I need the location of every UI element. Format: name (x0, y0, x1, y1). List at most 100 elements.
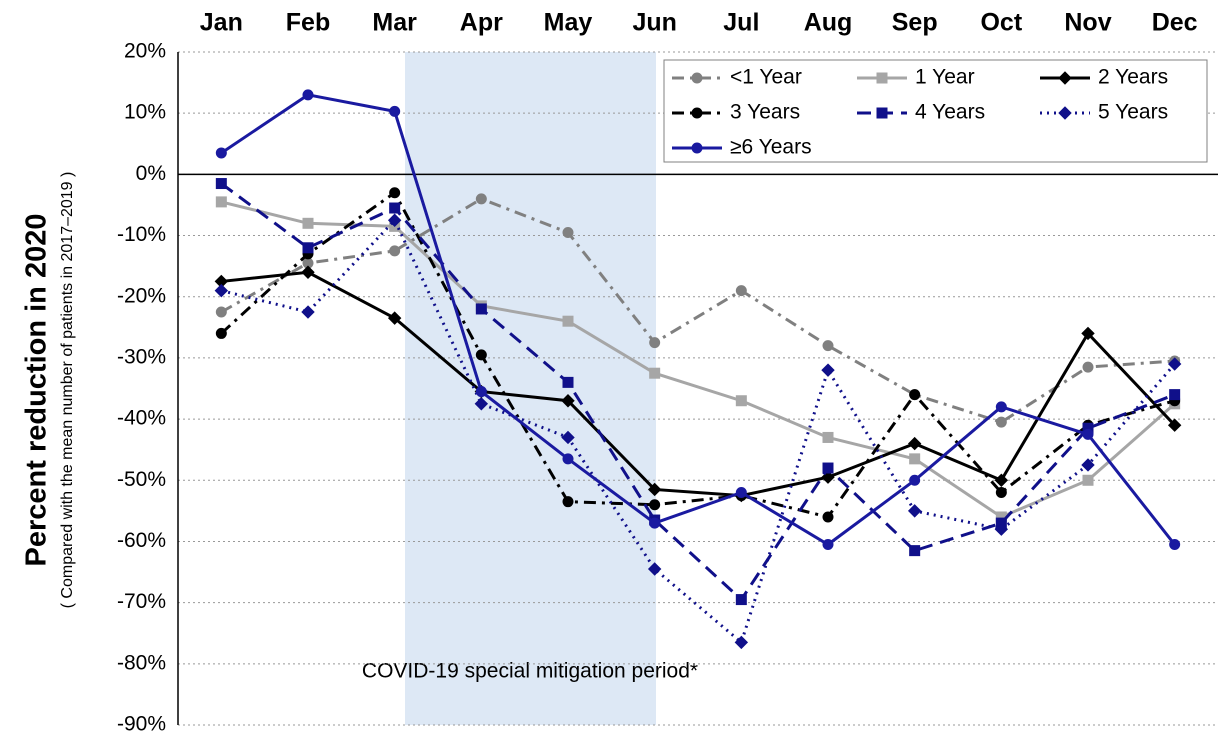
point (302, 89, 314, 101)
point (389, 105, 401, 117)
point (474, 397, 489, 411)
point (475, 193, 487, 205)
legend-marker (876, 72, 888, 84)
y-tick-label: -70% (117, 590, 166, 613)
y-tick-label: 10% (124, 101, 166, 124)
y-tick-label: -50% (117, 468, 166, 491)
y-axis-sublabel: ( Compared with the mean number of patie… (59, 172, 76, 609)
point (562, 226, 574, 238)
point (561, 430, 575, 445)
mitigation-shade (405, 52, 656, 725)
point (822, 511, 834, 523)
point (389, 202, 401, 214)
legend-marker (691, 107, 703, 119)
point (1167, 357, 1182, 371)
y-tick-label: 0% (136, 162, 166, 185)
point (562, 376, 574, 388)
point (907, 504, 922, 518)
legend-marker (1058, 106, 1072, 120)
x-tick-label: Sep (892, 9, 938, 37)
legend-box (663, 59, 1208, 163)
y-tick-label: -30% (117, 345, 166, 368)
point (215, 327, 227, 339)
point (1081, 326, 1095, 341)
point (995, 416, 1007, 428)
legend-marker (691, 142, 703, 154)
point (735, 395, 747, 407)
x-tick-label: Apr (460, 9, 503, 37)
point (562, 315, 574, 327)
point (909, 453, 921, 465)
x-tick-label: Mar (372, 9, 417, 37)
point (215, 147, 227, 159)
point (301, 265, 315, 279)
point (735, 594, 747, 606)
point (907, 436, 922, 451)
point (647, 562, 662, 576)
x-tick-label: Oct (980, 9, 1022, 37)
point (562, 496, 574, 508)
y-tick-label: -90% (117, 713, 166, 736)
annotation: COVID-19 special mitigation period* (362, 660, 698, 683)
legend-label: 5 Years (1098, 101, 1168, 124)
point (387, 311, 402, 325)
point (822, 539, 834, 551)
legend-label: 1 Year (915, 66, 975, 89)
y-tick-label: -80% (117, 651, 166, 674)
point (215, 196, 227, 208)
point (734, 635, 749, 650)
legend-marker (876, 107, 888, 119)
point (647, 482, 662, 497)
point (1082, 361, 1094, 373)
legend-label: <1 Year (730, 66, 802, 89)
point (561, 394, 575, 408)
point (649, 499, 661, 511)
point (735, 487, 747, 499)
point (215, 178, 227, 190)
point (387, 213, 402, 227)
point (822, 431, 834, 443)
y-axis-label: Percent reduction in 2020 (21, 214, 53, 567)
x-tick-label: Feb (286, 9, 330, 37)
point (1082, 474, 1094, 486)
point (909, 474, 921, 486)
y-tick-label: -20% (117, 284, 166, 307)
point (1169, 389, 1181, 401)
x-tick-label: May (544, 9, 593, 37)
point (214, 283, 229, 298)
point (995, 487, 1007, 499)
point (475, 386, 487, 398)
point (389, 187, 401, 199)
point (562, 453, 574, 465)
series-line (220, 93, 1176, 547)
point (301, 305, 315, 319)
point (1169, 539, 1181, 551)
y-tick-label: 20% (124, 40, 166, 63)
point (302, 242, 314, 254)
series-line (220, 197, 1175, 424)
legend-marker (1058, 71, 1072, 85)
x-tick-label: Dec (1152, 9, 1198, 37)
y-tick-label: -40% (117, 407, 166, 430)
point (735, 285, 747, 297)
point (909, 389, 921, 401)
point (649, 517, 661, 529)
point (215, 306, 227, 318)
point (649, 367, 661, 379)
y-tick-label: -60% (117, 529, 166, 552)
legend-label: 3 Years (730, 101, 800, 124)
series-line (220, 200, 1176, 519)
legend-label: 2 Years (1098, 66, 1168, 89)
x-tick-label: Aug (804, 9, 853, 37)
x-tick-label: Jun (632, 9, 676, 37)
point (389, 245, 401, 257)
legend-label: 4 Years (915, 101, 985, 124)
series-line (220, 190, 1176, 519)
x-tick-label: Nov (1064, 9, 1111, 37)
point (822, 340, 834, 352)
series-line (220, 182, 1176, 602)
point (649, 337, 661, 349)
point (475, 349, 487, 361)
point (995, 401, 1007, 413)
x-tick-label: Jan (200, 9, 243, 37)
